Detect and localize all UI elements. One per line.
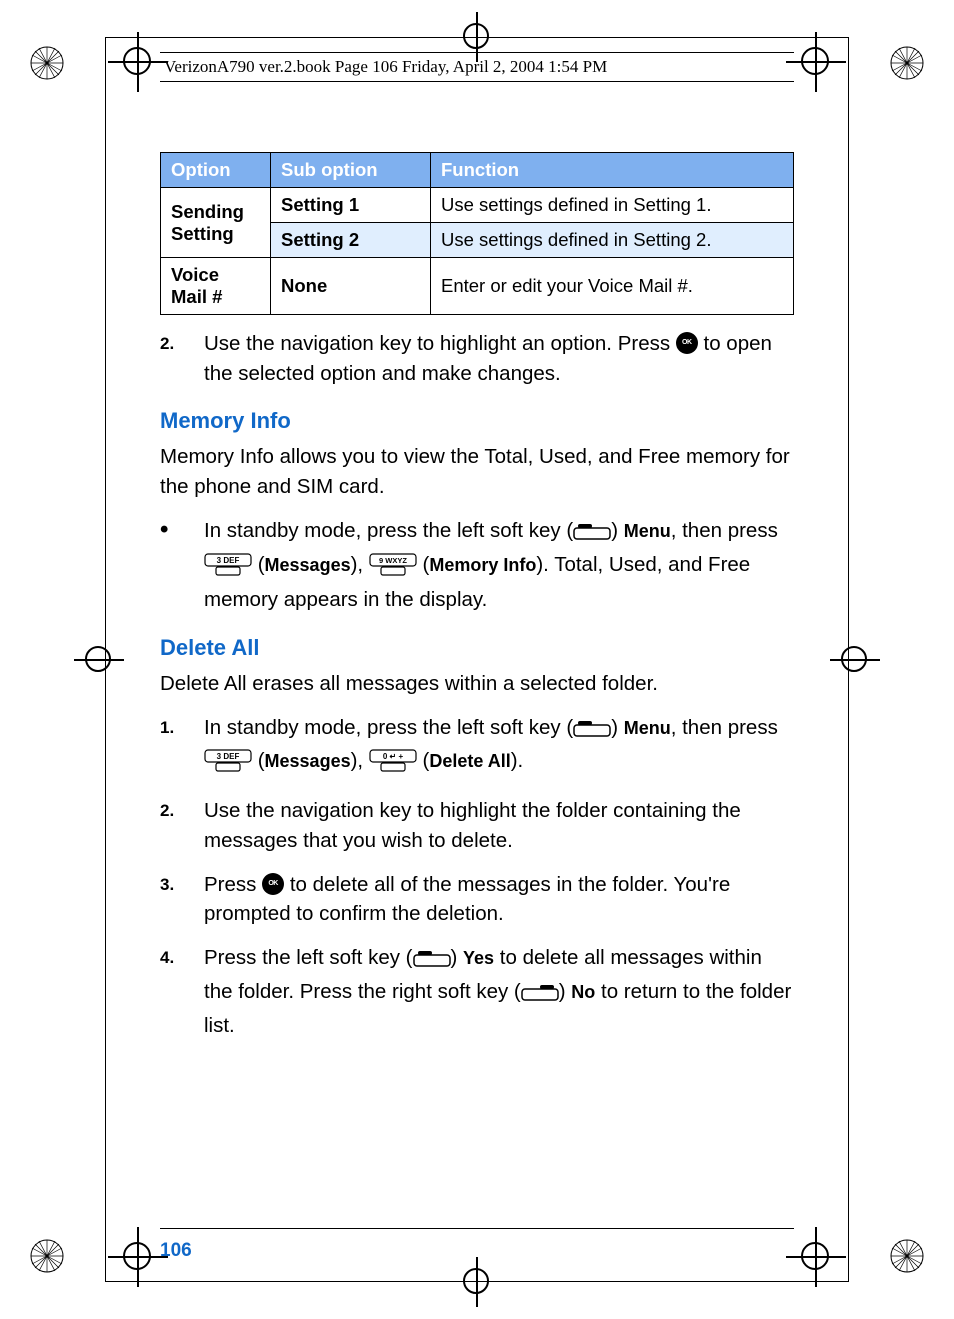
table-header: Function [431, 153, 794, 188]
left-softkey-icon [573, 717, 611, 747]
step-number: 4. [160, 943, 204, 1040]
table-cell: Setting 2 [271, 223, 431, 258]
registration-icon [890, 1239, 924, 1273]
right-softkey-icon [521, 981, 559, 1011]
section-intro: Memory Info allows you to view the Total… [160, 442, 794, 501]
crop-mark-icon [108, 1227, 168, 1287]
ok-key-icon [676, 332, 698, 354]
section-intro: Delete All erases all messages within a … [160, 669, 794, 699]
phone-key-3-icon: 3 DEF [204, 553, 252, 586]
bullet-icon: • [160, 516, 204, 615]
step-text: Press [204, 873, 262, 896]
crop-mark-icon [74, 635, 124, 685]
table-header: Sub option [271, 153, 431, 188]
footer-rule [160, 1228, 794, 1229]
bullet-text: ), [351, 553, 369, 576]
registration-icon [890, 46, 924, 80]
page-number: 106 [160, 1240, 192, 1262]
svg-text:9 WXYZ: 9 WXYZ [379, 556, 407, 565]
step-text: , then press [671, 716, 778, 739]
table-cell: Enter or edit your Voice Mail #. [431, 258, 794, 315]
phone-key-9-icon: 9 WXYZ [369, 553, 417, 586]
section-heading: Memory Info [160, 408, 794, 434]
step-item: 2. Use the navigation key to highlight a… [160, 329, 794, 388]
messages-label: Messages [265, 751, 351, 771]
page-header: VerizonA790 ver.2.book Page 106 Friday, … [160, 52, 794, 82]
step-number: 2. [160, 329, 204, 388]
crop-mark-icon [786, 1227, 846, 1287]
ok-key-icon [262, 873, 284, 895]
memory-info-label: Memory Info [429, 555, 536, 575]
table-cell: None [271, 258, 431, 315]
crop-mark-icon [108, 32, 168, 92]
step-text: Use the navigation key to highlight an o… [204, 332, 676, 355]
messages-label: Messages [265, 555, 351, 575]
table-header: Option [161, 153, 271, 188]
phone-key-0-icon: 0 ↵ + [369, 749, 417, 782]
crop-mark-icon [452, 1257, 502, 1307]
left-softkey-icon [413, 947, 451, 977]
phone-key-3-icon: 3 DEF [204, 749, 252, 782]
table-cell: Use settings defined in Setting 2. [431, 223, 794, 258]
delete-all-label: Delete All [429, 751, 510, 771]
step-number: 1. [160, 713, 204, 782]
options-table: Option Sub option Function Sending Setti… [160, 152, 794, 315]
svg-text:0 ↵ +: 0 ↵ + [383, 752, 404, 761]
page-content: Option Sub option Function Sending Setti… [160, 152, 794, 1040]
no-label: No [571, 982, 595, 1002]
step-number: 3. [160, 870, 204, 929]
bullet-item: • In standby mode, press the left soft k… [160, 516, 794, 615]
table-cell: Use settings defined in Setting 1. [431, 188, 794, 223]
bullet-text: , then press [671, 519, 778, 542]
step-item: 2. Use the navigation key to highlight t… [160, 796, 794, 855]
yes-label: Yes [463, 948, 494, 968]
table-cell: Setting 1 [271, 188, 431, 223]
svg-text:3 DEF: 3 DEF [217, 556, 240, 565]
step-text: ). [511, 749, 524, 772]
left-softkey-icon [573, 520, 611, 550]
menu-label: Menu [624, 718, 671, 738]
table-cell: Voice Mail # [161, 258, 271, 315]
bullet-text: In standby mode, press the left soft key… [204, 519, 573, 542]
crop-mark-icon [830, 635, 880, 685]
step-text: ), [351, 749, 369, 772]
table-cell: Sending Setting [161, 188, 271, 258]
registration-icon [30, 1239, 64, 1273]
step-item: 4. Press the left soft key () Yes to del… [160, 943, 794, 1040]
step-text: In standby mode, press the left soft key… [204, 716, 573, 739]
step-text: Press the left soft key ( [204, 946, 413, 969]
crop-mark-icon [786, 32, 846, 92]
step-text: Use the navigation key to highlight the … [204, 796, 794, 855]
menu-label: Menu [624, 521, 671, 541]
step-number: 2. [160, 796, 204, 855]
registration-icon [30, 46, 64, 80]
step-item: 3. Press to delete all of the messages i… [160, 870, 794, 929]
section-heading: Delete All [160, 635, 794, 661]
svg-text:3 DEF: 3 DEF [217, 752, 240, 761]
step-item: 1. In standby mode, press the left soft … [160, 713, 794, 782]
